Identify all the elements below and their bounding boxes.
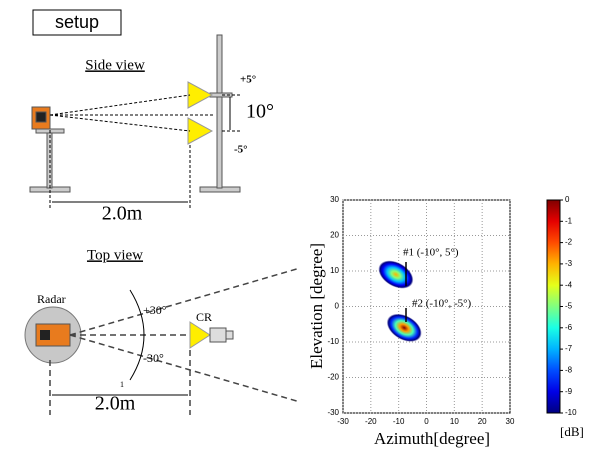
colorbar bbox=[547, 200, 560, 413]
side-view-title: Side view bbox=[85, 57, 145, 73]
target-annotation: #1 (-10°, 5°) bbox=[403, 247, 459, 259]
upper-angle: +5° bbox=[240, 74, 256, 86]
colorbar-tick-label: -8 bbox=[565, 366, 573, 375]
top-view-lines bbox=[50, 268, 300, 415]
y-tick-label: -20 bbox=[327, 373, 339, 382]
x-tick-label: 0 bbox=[424, 417, 429, 426]
colorbar-tick-label: -10 bbox=[565, 408, 577, 417]
side-view-lines bbox=[50, 95, 240, 210]
figure: setup Side view +5° 10° -5° 2.0m Top vie… bbox=[0, 0, 600, 457]
span-angle: 10° bbox=[246, 101, 274, 123]
x-axis-label: Azimuth[degree] bbox=[374, 429, 490, 448]
x-tick-label: -30 bbox=[337, 417, 349, 426]
y-tick-label: 10 bbox=[330, 266, 339, 275]
y-tick-label: -10 bbox=[327, 337, 339, 346]
colorbar-label: [dB] bbox=[560, 424, 584, 439]
x-tick-label: 20 bbox=[478, 417, 487, 426]
top-distance: 2.0m bbox=[95, 393, 136, 415]
x-tick-label: -10 bbox=[393, 417, 405, 426]
marker: 1 bbox=[120, 380, 124, 389]
colorbar-tick-label: -6 bbox=[565, 323, 573, 332]
side-distance: 2.0m bbox=[102, 203, 143, 225]
y-tick-label: 20 bbox=[330, 231, 339, 240]
radar-label: Radar bbox=[37, 292, 66, 306]
x-tick-label: 30 bbox=[506, 417, 515, 426]
cr-label: CR bbox=[196, 310, 212, 324]
colorbar-tick-label: -3 bbox=[565, 259, 573, 268]
x-tick-label: 10 bbox=[450, 417, 459, 426]
y-axis-label: Elevation [degree] bbox=[307, 243, 326, 369]
top-view-title: Top view bbox=[87, 247, 143, 263]
colorbar-tick-label: -2 bbox=[565, 238, 573, 247]
colorbar-tick-label: -9 bbox=[565, 387, 573, 396]
x-tick-label: -20 bbox=[365, 417, 377, 426]
side-view-arrows bbox=[52, 97, 230, 202]
y-tick-label: 0 bbox=[335, 302, 340, 311]
top-upper-angle: +30° bbox=[143, 303, 167, 317]
colorbar-tick-label: -4 bbox=[565, 280, 573, 289]
colorbar-tick-label: -5 bbox=[565, 302, 573, 311]
colorbar-tick-label: -1 bbox=[565, 216, 573, 225]
y-tick-label: -30 bbox=[327, 408, 339, 417]
y-tick-label: 30 bbox=[330, 195, 339, 204]
setup-label: setup bbox=[55, 12, 99, 32]
top-lower-angle: -30° bbox=[143, 351, 164, 365]
colorbar-tick-label: 0 bbox=[565, 195, 570, 204]
colorbar-tick-label: -7 bbox=[565, 344, 573, 353]
lower-angle: -5° bbox=[234, 144, 248, 156]
target-annotation: #2 (-10°, -5°) bbox=[412, 298, 472, 310]
